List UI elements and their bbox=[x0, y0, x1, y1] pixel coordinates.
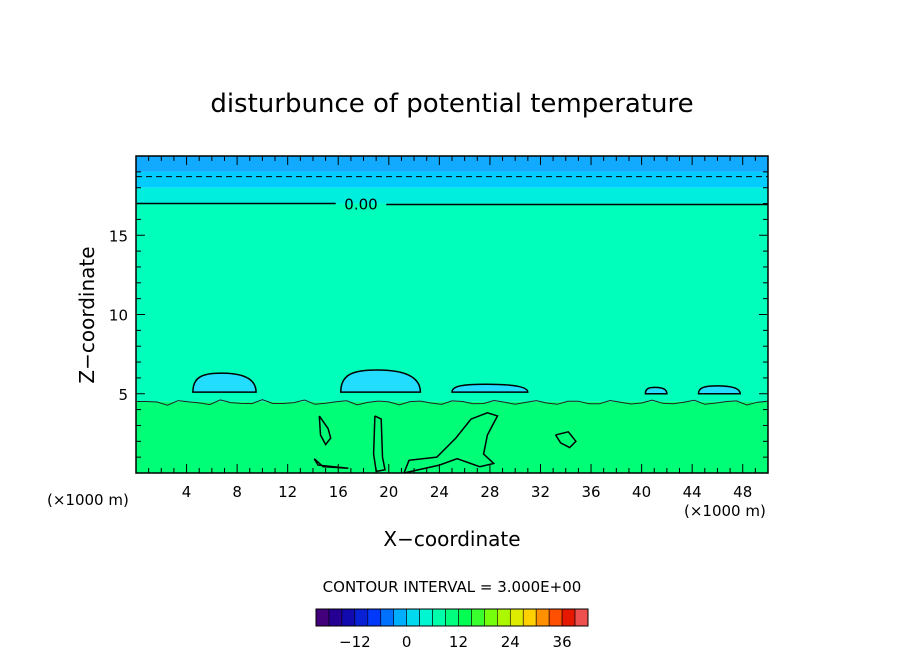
colorbar-tick-label: 0 bbox=[402, 633, 412, 651]
colorbar-cell bbox=[445, 608, 459, 627]
colorbar-cell bbox=[315, 608, 330, 627]
contour-line-plume bbox=[554, 430, 577, 449]
x-tick-label: 4 bbox=[182, 483, 192, 501]
x-tick-label: 12 bbox=[278, 483, 297, 501]
colorbar-cell bbox=[497, 608, 511, 627]
x-unit-right: (×1000 m) bbox=[684, 502, 766, 520]
x-tick-label: 24 bbox=[430, 483, 449, 501]
y-tick-label: 15 bbox=[109, 227, 128, 245]
x-tick-label: 44 bbox=[683, 483, 702, 501]
colorbar-tick-label: 36 bbox=[553, 633, 572, 651]
x-tick-label: 28 bbox=[480, 483, 499, 501]
contour-line-plume bbox=[318, 415, 332, 446]
x-tick-label: 36 bbox=[581, 483, 600, 501]
y-tick-label: 5 bbox=[118, 386, 128, 404]
colorbar-cell bbox=[471, 608, 485, 627]
colorbar-cell bbox=[432, 608, 446, 627]
contour-line-plume bbox=[372, 415, 386, 473]
color-band bbox=[136, 187, 768, 204]
cool-region bbox=[697, 385, 741, 395]
cool-region bbox=[192, 372, 257, 393]
colorbar-cell bbox=[367, 608, 382, 627]
colorbar-cell bbox=[328, 608, 343, 627]
x-tick-label: 20 bbox=[379, 483, 398, 501]
color-band bbox=[136, 171, 768, 188]
colorbar-cell bbox=[406, 608, 420, 627]
colorbar-tick-label: −12 bbox=[339, 633, 371, 651]
x-tick-label: 32 bbox=[531, 483, 550, 501]
colorbar-cell bbox=[393, 608, 407, 627]
cool-region bbox=[340, 369, 422, 393]
color-band bbox=[136, 401, 768, 473]
contour-line-plume bbox=[403, 412, 499, 474]
colorbar-tick-label: 24 bbox=[501, 633, 520, 651]
colorbar-cell bbox=[535, 608, 550, 627]
colorbar-cell bbox=[548, 608, 563, 627]
x-tick-label: 16 bbox=[329, 483, 348, 501]
cool-region bbox=[644, 386, 668, 395]
contour-interval-text: CONTOUR INTERVAL = 3.000E+00 bbox=[323, 578, 582, 596]
cool-region bbox=[451, 383, 529, 393]
y-tick-label: 10 bbox=[109, 307, 128, 325]
x-unit-left: (×1000 m) bbox=[47, 491, 129, 509]
color-band bbox=[136, 203, 768, 402]
colorbar-cell bbox=[458, 608, 472, 627]
y-axis-label: Z−coordinate bbox=[75, 246, 99, 383]
color-band bbox=[136, 156, 768, 172]
colorbar-cell bbox=[509, 608, 524, 627]
colorbar-cell bbox=[522, 608, 537, 627]
colorbar-cell bbox=[419, 608, 433, 627]
colorbar-cell bbox=[380, 608, 395, 627]
colorbar: −12 0 12 24 36 bbox=[315, 608, 589, 651]
x-tick-label: 40 bbox=[632, 483, 651, 501]
colorbar-cell bbox=[341, 608, 356, 627]
colorbar-cell bbox=[574, 608, 589, 627]
colorbar-cell bbox=[354, 608, 369, 627]
contour-line-plume bbox=[313, 458, 349, 469]
x-tick-label: 8 bbox=[232, 483, 242, 501]
contour-line-lower bbox=[136, 399, 769, 406]
zero-contour-label: 0.00 bbox=[344, 196, 377, 214]
chart-title: disturbunce of potential temperature bbox=[210, 89, 693, 119]
colorbar-tick-label: 12 bbox=[449, 633, 468, 651]
x-tick-label: 48 bbox=[733, 483, 752, 501]
x-axis-label: X−coordinate bbox=[383, 527, 520, 551]
colorbar-cell bbox=[484, 608, 498, 627]
colorbar-frame bbox=[315, 608, 589, 627]
colorbar-cell bbox=[561, 608, 576, 627]
